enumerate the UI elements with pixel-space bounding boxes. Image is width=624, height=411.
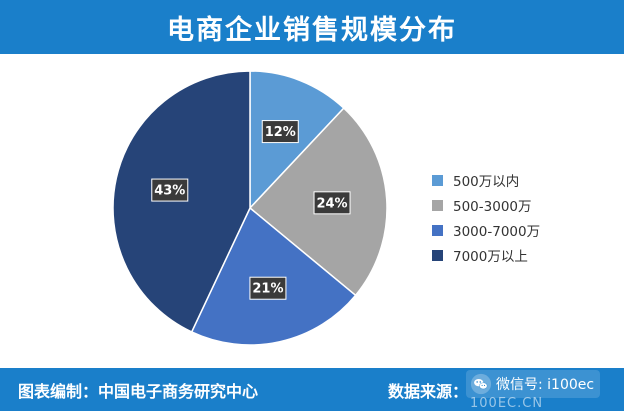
- pie-data-label-4: 43%: [151, 178, 189, 202]
- footer-source-compiler: 图表编制：中国电子商务研究中心: [18, 382, 259, 401]
- pie-data-label-text: 43%: [154, 184, 185, 199]
- pie-data-label-text: 12%: [265, 125, 296, 140]
- legend-label: 500万以内: [453, 174, 520, 190]
- pie-data-label-box: [151, 178, 189, 202]
- legend-item-1: 500万以内: [432, 168, 612, 192]
- footer-bar: 图表编制：中国电子商务研究中心 数据来源：: [0, 368, 624, 411]
- pie-data-label-box: [249, 276, 287, 300]
- footer-data-source-label: 数据来源：: [388, 382, 469, 401]
- pie-slice-3: [190, 206, 357, 346]
- pie-data-label-text: 24%: [316, 196, 347, 211]
- pie-data-label-2: 24%: [313, 191, 351, 215]
- legend-label: 3000-7000万: [453, 224, 541, 240]
- pie-data-label-box: [261, 120, 299, 144]
- title-bar: 电商企业销售规模分布: [0, 0, 624, 54]
- pie-data-label-1: 12%: [261, 120, 299, 144]
- pie-chart: 12% 24% 21% 43%: [112, 70, 388, 346]
- legend-label: 500-3000万: [453, 199, 532, 215]
- legend-swatch: [432, 224, 443, 236]
- pie-data-label-box: [313, 191, 351, 215]
- legend-swatch: [432, 174, 443, 186]
- legend-item-4: 7000万以上: [432, 243, 612, 267]
- legend-item-2: 500-3000万: [432, 193, 612, 217]
- chart-title: 电商企业销售规模分布: [167, 14, 457, 46]
- legend-item-3: 3000-7000万: [432, 218, 612, 242]
- legend-swatch: [432, 249, 443, 261]
- wechat-icon: [470, 373, 492, 395]
- wechat-id-text: 微信号: i100ec: [496, 377, 595, 393]
- legend-label: 7000万以上: [453, 249, 528, 265]
- pie-data-label-3: 21%: [249, 276, 287, 300]
- pie-data-label-text: 21%: [252, 282, 283, 297]
- wechat-watermark: 微信号: i100ec: [466, 370, 601, 398]
- legend-swatch: [432, 199, 443, 211]
- legend: 500万以内 500-3000万 3000-7000万 7000万以上: [432, 168, 612, 268]
- site-watermark: 100EC.CN: [470, 396, 544, 411]
